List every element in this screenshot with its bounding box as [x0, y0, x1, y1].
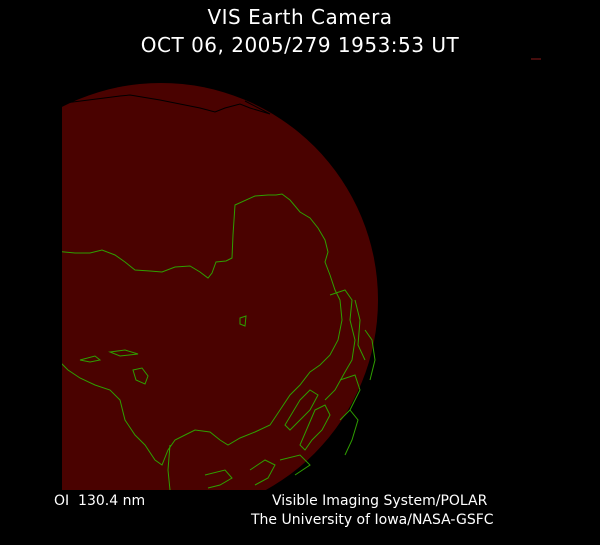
- coastlines: [62, 193, 376, 490]
- institution-credit: The University of Iowa/NASA-GSFC: [251, 512, 494, 528]
- instrument-credit: Visible Imaging System/POLAR: [272, 493, 488, 509]
- observation-timestamp: OCT 06, 2005/279 1953:53 UT: [140, 33, 460, 57]
- earth-disk: [62, 83, 378, 490]
- camera-title: VIS Earth Camera: [207, 5, 393, 29]
- wavelength-band: OI 130.4 nm: [54, 493, 146, 509]
- terminator-line: [64, 94, 271, 115]
